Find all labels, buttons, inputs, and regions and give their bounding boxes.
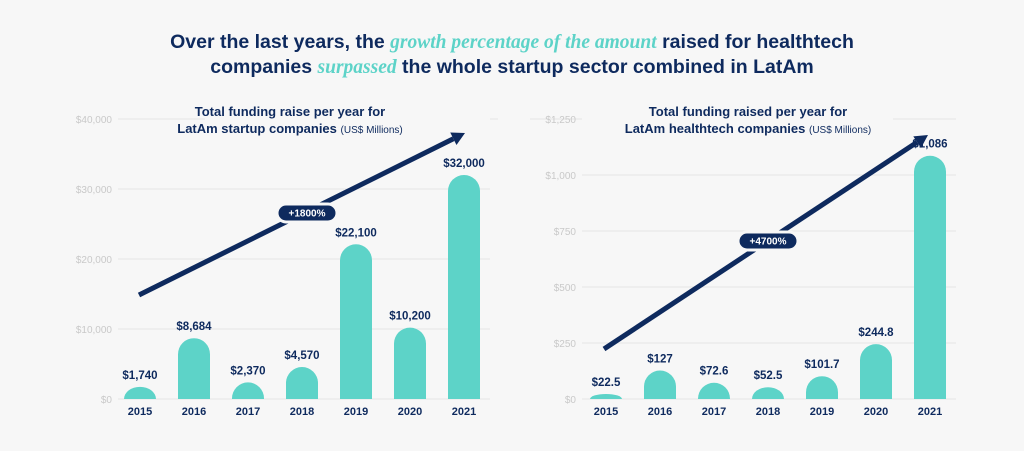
bar — [124, 386, 156, 399]
x-tick-label: 2019 — [344, 406, 368, 418]
x-tick-label: 2020 — [864, 406, 888, 418]
chart-title-line2: LatAm startup companies — [177, 121, 340, 136]
data-label: $22,100 — [335, 227, 377, 239]
chart-unit: (US$ Millions) — [809, 125, 871, 136]
headline: Over the last years, the growth percenta… — [0, 30, 1024, 80]
growth-badge-label: +4700% — [750, 237, 787, 248]
y-tick-label: $0 — [101, 395, 113, 406]
bar — [394, 327, 426, 399]
arrow-head-icon — [913, 135, 928, 149]
data-label: $127 — [647, 354, 673, 366]
x-tick-label: 2018 — [756, 406, 780, 418]
y-tick-label: $1,250 — [545, 115, 576, 126]
y-tick-label: $10,000 — [76, 325, 113, 336]
bar — [178, 338, 210, 399]
x-tick-label: 2018 — [290, 406, 314, 418]
data-label: $72.6 — [700, 366, 729, 378]
bar — [340, 244, 372, 399]
growth-badge — [736, 230, 800, 252]
chart-title: LatAm healthtech companies (US$ Millions… — [625, 121, 871, 136]
y-tick-label: $40,000 — [76, 115, 113, 126]
headline-text: companies — [210, 56, 318, 78]
data-label: $8,684 — [176, 321, 212, 333]
headline-text: raised for healthtech — [656, 31, 854, 53]
bar — [644, 370, 676, 399]
bar — [286, 367, 318, 399]
y-tick-label: $1,000 — [545, 171, 576, 182]
headline-text: the whole startup sector combined in Lat… — [396, 56, 814, 78]
data-label: $2,370 — [230, 365, 265, 377]
headline-emphasis: growth percentage of the amount — [390, 32, 657, 53]
x-tick-label: 2017 — [236, 406, 260, 418]
x-tick-label: 2020 — [398, 406, 422, 418]
x-tick-label: 2019 — [810, 406, 834, 418]
data-label: $1,740 — [122, 370, 157, 382]
data-label: $52.5 — [754, 370, 783, 382]
bar — [698, 382, 730, 399]
y-tick-label: $20,000 — [76, 255, 113, 266]
bar — [914, 155, 946, 399]
headline-text: Over the last years, the — [170, 31, 391, 53]
arrow-head-icon — [450, 132, 465, 146]
x-tick-label: 2021 — [452, 406, 476, 418]
y-tick-label: $0 — [565, 395, 577, 406]
chart-title: LatAm startup companies (US$ Millions) — [177, 121, 403, 136]
x-tick-label: 2016 — [648, 406, 672, 418]
chart-unit: (US$ Millions) — [341, 125, 403, 136]
growth-badge — [275, 202, 339, 224]
x-tick-label: 2015 — [594, 406, 618, 418]
chart-title: Total funding raise per year for — [195, 104, 385, 119]
growth-badge-label: +1800% — [289, 209, 326, 220]
data-label: $10,200 — [389, 311, 431, 323]
chart-title-line2: LatAm healthtech companies — [625, 121, 809, 136]
headline-emphasis: surpassed — [317, 57, 397, 78]
data-label: $101.7 — [804, 359, 839, 371]
y-tick-label: $500 — [554, 283, 577, 294]
y-tick-label: $750 — [554, 227, 577, 238]
y-tick-label: $30,000 — [76, 185, 113, 196]
bar — [860, 344, 892, 399]
x-tick-label: 2021 — [918, 406, 942, 418]
data-label: $22.5 — [592, 377, 621, 389]
data-label: $32,000 — [443, 158, 485, 170]
y-tick-label: $250 — [554, 339, 577, 350]
bar — [232, 382, 264, 399]
x-tick-label: 2017 — [702, 406, 726, 418]
bar — [752, 387, 784, 399]
data-label: $4,570 — [284, 350, 319, 362]
x-tick-label: 2015 — [128, 406, 152, 418]
chart-title: Total funding raised per year for — [649, 104, 847, 119]
x-tick-label: 2016 — [182, 406, 206, 418]
data-label: $244.8 — [858, 327, 894, 339]
bar — [448, 175, 480, 399]
bar — [806, 376, 838, 399]
bar — [590, 393, 622, 399]
